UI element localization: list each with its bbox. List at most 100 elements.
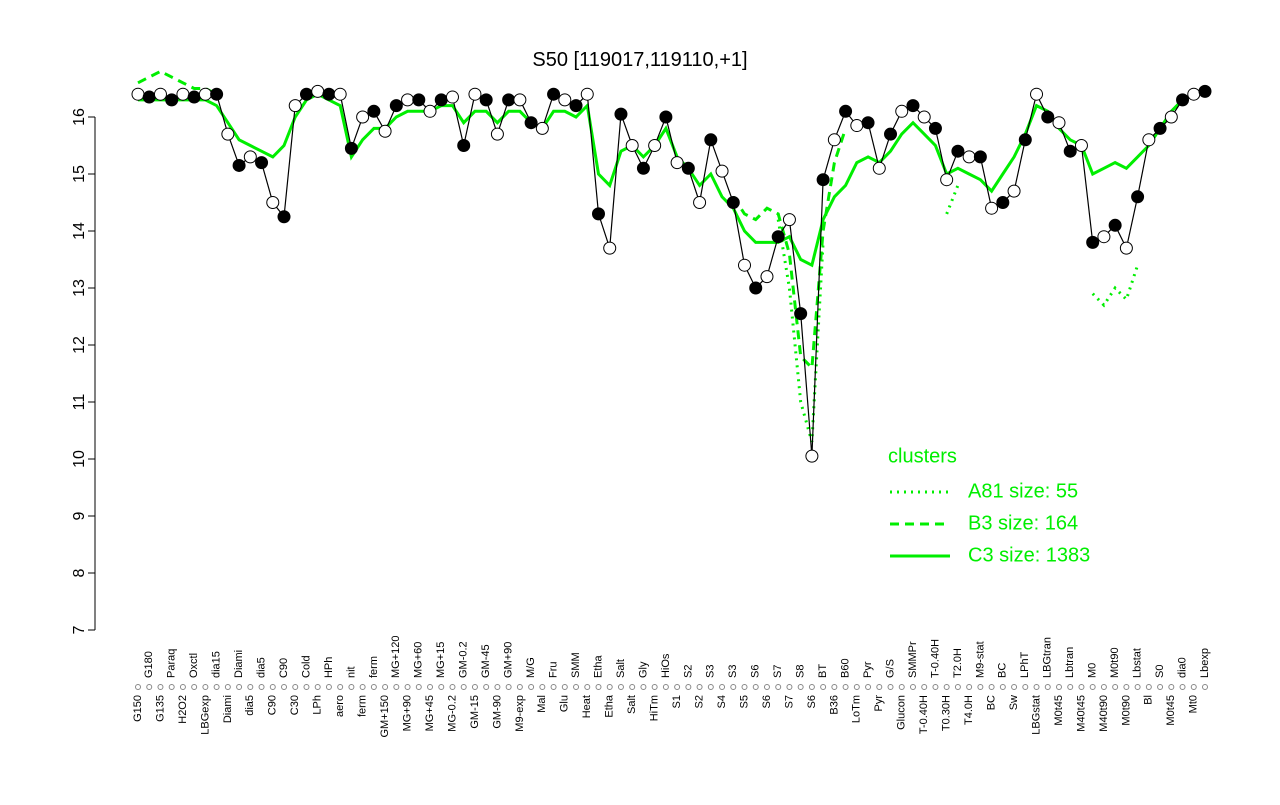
x-tick — [314, 684, 321, 690]
x-tick — [528, 684, 535, 690]
x-tick — [943, 684, 950, 690]
data-point — [333, 87, 347, 101]
x-tick-label: Lbstat — [1132, 648, 1144, 678]
data-point — [153, 87, 167, 101]
data-point — [782, 213, 796, 227]
x-tick — [1202, 684, 1208, 690]
x-tick-label: Salt — [615, 659, 627, 678]
x-tick — [269, 684, 276, 690]
x-tick-label: LPhT — [1019, 651, 1031, 678]
x-tick-label: MG+45 — [424, 695, 436, 731]
x-tick — [1100, 684, 1107, 690]
data-point — [479, 93, 493, 107]
x-tick — [999, 684, 1006, 690]
x-tick — [1134, 684, 1141, 690]
y-tick-label: 13 — [71, 279, 88, 297]
data-point — [176, 87, 190, 101]
data-point — [670, 156, 684, 170]
data-point — [940, 173, 954, 187]
x-tick — [1089, 684, 1096, 690]
data-point — [412, 93, 426, 107]
x-tick-label: Gly — [637, 661, 649, 678]
x-tick-label: BC — [997, 663, 1009, 678]
x-tick — [393, 684, 400, 690]
x-tick — [370, 684, 377, 690]
x-tick — [775, 684, 782, 690]
data-point — [760, 270, 774, 284]
x-tick — [281, 684, 288, 690]
data-point — [827, 133, 841, 147]
x-tick — [550, 684, 557, 690]
x-tick-label: M40t45 — [1075, 695, 1087, 732]
x-tick-label: M0t90 — [1120, 695, 1132, 726]
x-tick-label: Etha — [592, 654, 604, 678]
x-tick — [1179, 684, 1186, 690]
x-tick-label: Etha — [604, 694, 616, 718]
x-tick — [292, 684, 299, 690]
x-tick — [719, 684, 726, 690]
x-tick-label: HiOs — [660, 653, 672, 678]
data-point — [704, 133, 718, 147]
x-tick-label: C30 — [289, 695, 301, 715]
x-tick — [595, 684, 602, 690]
y-tick-label: 11 — [71, 394, 88, 411]
x-tick — [640, 684, 647, 690]
x-tick-label: S2 — [682, 665, 694, 678]
x-tick — [404, 684, 411, 690]
x-tick — [909, 684, 916, 690]
data-point — [591, 207, 605, 221]
x-tick — [1055, 684, 1062, 690]
data-point — [187, 90, 201, 104]
x-tick-label: G/S — [884, 659, 896, 678]
x-tick-label: HiTm — [649, 695, 661, 721]
x-tick-label: LPh — [312, 695, 324, 715]
x-tick — [820, 684, 827, 690]
data-point — [1086, 235, 1100, 249]
data-point — [1119, 241, 1133, 255]
data-point — [1142, 133, 1156, 147]
x-tick-label: T4.0H — [963, 695, 975, 725]
x-tick — [573, 684, 580, 690]
x-tick — [1112, 684, 1119, 690]
x-tick-label: LBGstat — [1030, 695, 1042, 735]
x-tick — [1145, 684, 1152, 690]
x-tick — [191, 684, 198, 690]
y-tick-label: 15 — [71, 165, 88, 183]
x-tick-label: T0.30H — [941, 695, 953, 731]
x-tick-label: GM+90 — [503, 642, 515, 678]
x-tick — [651, 684, 658, 690]
x-tick-label: dia5 — [244, 695, 256, 716]
y-tick-label: 8 — [71, 568, 88, 577]
data-point — [1153, 121, 1167, 135]
data-point — [445, 90, 459, 104]
x-tick-label: S1 — [671, 695, 683, 708]
x-tick — [730, 684, 737, 690]
x-tick-label: G180 — [143, 651, 155, 678]
x-tick — [842, 684, 849, 690]
x-tick-label: dia0 — [1176, 657, 1188, 678]
data-point — [311, 84, 325, 98]
data-point — [558, 93, 572, 107]
x-tick-label: BT — [817, 664, 829, 678]
x-tick — [921, 684, 928, 690]
x-tick-label: M0t45 — [1053, 695, 1065, 726]
x-tick-label: C90 — [267, 695, 279, 715]
x-tick — [752, 684, 759, 690]
x-tick-label: S4 — [716, 695, 728, 708]
x-tick — [763, 684, 770, 690]
x-tick-label: GM-15 — [469, 695, 481, 729]
x-tick-label: Cold — [300, 655, 312, 678]
x-tick — [1044, 684, 1051, 690]
x-tick — [337, 684, 344, 690]
data-point — [580, 87, 594, 101]
x-tick-label: Mal — [536, 695, 548, 713]
data-point — [1007, 184, 1021, 198]
x-tick-label: S3 — [727, 665, 739, 678]
x-tick — [202, 684, 209, 690]
x-tick-label: M0 — [1087, 663, 1099, 678]
x-tick-label: BC — [986, 695, 998, 710]
data-point — [726, 196, 740, 209]
x-tick-label: LBGexp — [199, 695, 211, 735]
x-tick — [876, 684, 883, 690]
